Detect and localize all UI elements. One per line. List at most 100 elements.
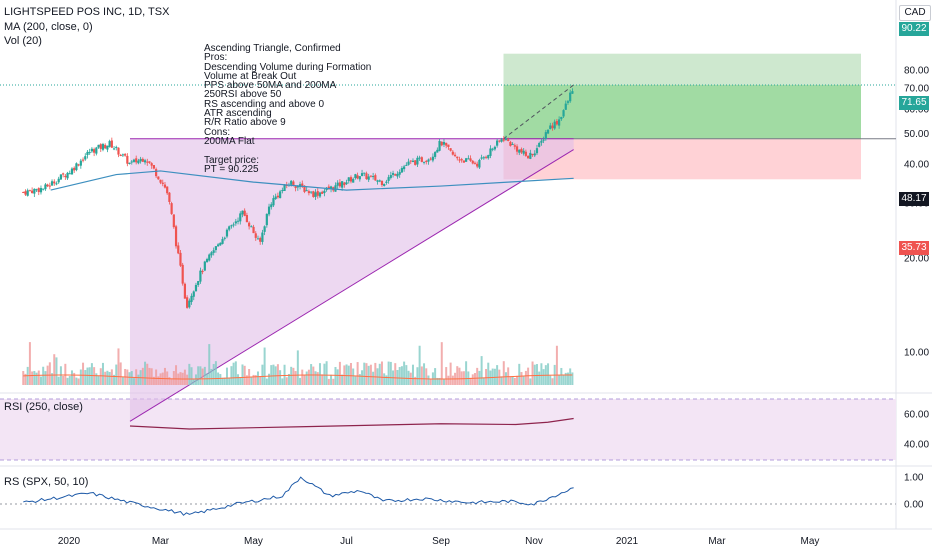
volume-bar — [132, 378, 135, 385]
volume-bar — [190, 367, 193, 385]
candle-body — [143, 160, 147, 163]
rs-tick-label: 0.00 — [904, 500, 924, 511]
rs-line — [23, 476, 574, 516]
price-tick-label: 20.00 — [904, 254, 929, 265]
volume-bar — [531, 361, 534, 385]
volume-bar — [449, 362, 452, 385]
volume-bar — [323, 363, 326, 385]
candle-body — [194, 284, 198, 292]
candle-body — [104, 144, 107, 149]
vol-legend[interactable]: Vol (20) — [4, 35, 42, 47]
volume-bar — [380, 361, 383, 385]
volume-bar — [197, 366, 200, 385]
volume-bar — [283, 364, 286, 385]
volume-bar — [263, 347, 266, 385]
time-tick-label: Mar — [152, 536, 170, 547]
volume-bar — [159, 373, 162, 385]
volume-bar — [210, 368, 213, 385]
volume-bar — [387, 361, 390, 385]
candle-body — [571, 91, 574, 94]
symbol-title[interactable]: LIGHTSPEED POS INC, 1D, TSX — [4, 6, 170, 18]
currency-button[interactable]: CAD — [899, 5, 931, 21]
volume-bar — [42, 366, 45, 385]
candle-body — [44, 184, 47, 190]
candle-body — [230, 225, 233, 227]
candle-body — [465, 158, 468, 162]
volume-bar — [314, 371, 317, 385]
candle-body — [283, 184, 286, 191]
candle-body — [272, 198, 275, 206]
volume-bar — [254, 375, 257, 385]
volume-bar — [241, 364, 244, 385]
volume-bar — [64, 363, 67, 385]
volume-bar — [407, 370, 410, 385]
candle-body — [101, 144, 105, 150]
volume-bar — [451, 375, 454, 385]
volume-bar — [438, 377, 441, 385]
volume-bar — [22, 371, 25, 385]
volume-bar — [403, 361, 406, 385]
volume-bar — [281, 378, 284, 385]
candle-body — [121, 154, 125, 156]
volume-bar — [82, 362, 85, 385]
price-tick-label: 70.00 — [904, 84, 929, 95]
volume-bar — [414, 376, 417, 385]
candle-body — [354, 174, 357, 179]
candle-body — [146, 161, 149, 163]
volume-bar — [73, 372, 76, 385]
volume-bar — [476, 367, 479, 385]
volume-bar — [35, 372, 38, 385]
volume-bar — [509, 376, 512, 385]
candle-body — [562, 110, 565, 117]
volume-bar — [416, 367, 419, 385]
candle-body — [498, 140, 501, 142]
candle-body — [128, 162, 131, 164]
rsi-pane-label[interactable]: RSI (250, close) — [4, 401, 83, 413]
candle-body — [385, 181, 388, 183]
candle-body — [409, 160, 412, 162]
volume-bar — [445, 367, 448, 385]
volume-bar — [287, 373, 290, 385]
candle-body — [236, 220, 240, 222]
candle-body — [190, 295, 193, 302]
candle-body — [558, 119, 561, 126]
candle-body — [418, 157, 421, 159]
price-tick-label: 40.00 — [904, 160, 929, 171]
candle-body — [329, 186, 333, 189]
volume-bar — [245, 375, 248, 385]
candle-body — [37, 188, 40, 193]
volume-bar — [24, 373, 27, 385]
volume-bar — [321, 374, 324, 385]
candle-body — [201, 271, 204, 273]
candle-body — [248, 222, 251, 227]
candle-body — [170, 203, 173, 214]
candle-body — [228, 226, 231, 230]
volume-bar — [318, 363, 321, 385]
candle-body — [86, 151, 89, 156]
ma-legend[interactable]: MA (200, close, 0) — [4, 21, 93, 33]
candle-body — [50, 181, 54, 186]
volume-bar — [234, 361, 237, 385]
candle-body — [449, 148, 452, 151]
volume-bar — [418, 345, 421, 385]
rsi-tick-label: 40.00 — [904, 440, 929, 451]
volume-bar — [400, 366, 403, 385]
volume-bar — [538, 371, 541, 385]
candle-body — [270, 204, 273, 208]
volume-bar — [88, 367, 91, 385]
time-tick-label: Mar — [708, 536, 726, 547]
time-tick-label: Sep — [432, 536, 450, 547]
candle-body — [321, 191, 324, 194]
time-tick-label: 2020 — [58, 536, 81, 547]
candle-body — [522, 150, 525, 154]
time-tick-label: May — [244, 536, 263, 547]
candle-body — [292, 181, 295, 186]
rs-pane-label[interactable]: RS (SPX, 50, 10) — [4, 476, 89, 488]
volume-bar — [549, 375, 552, 385]
volume-bar — [228, 377, 231, 385]
volume-bar — [398, 367, 401, 385]
candle-body — [403, 166, 406, 170]
candle-body — [438, 140, 441, 151]
volume-bar — [411, 364, 414, 385]
